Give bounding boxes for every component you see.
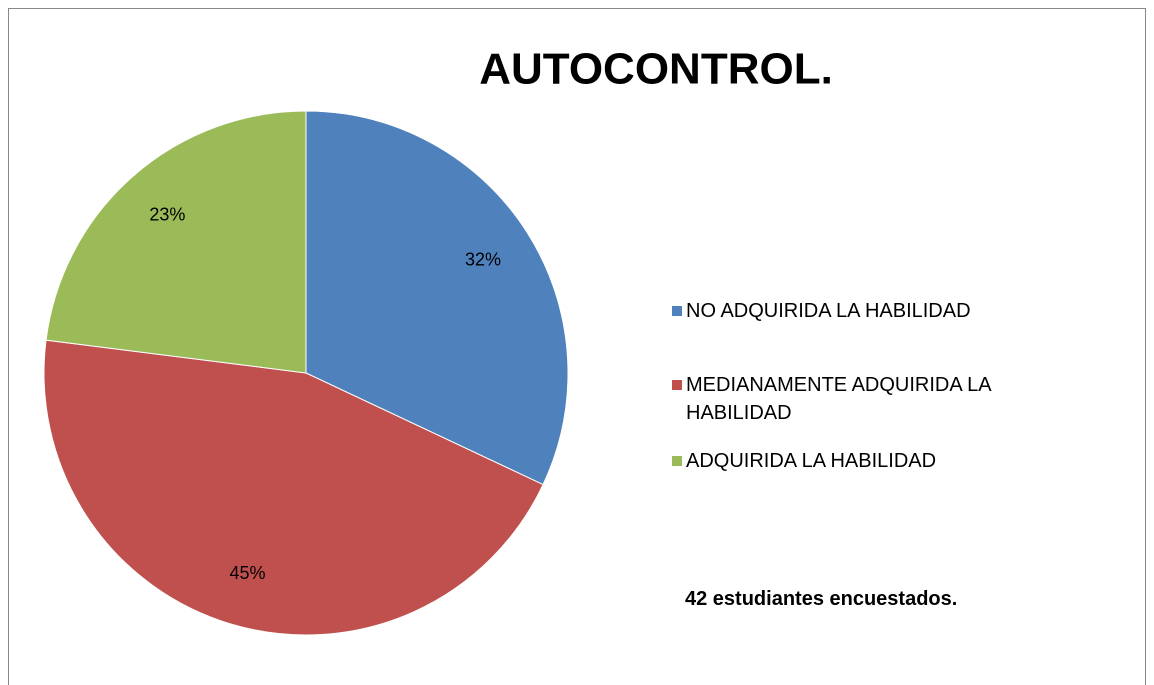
legend-label: NO ADQUIRIDA LA HABILIDAD bbox=[686, 300, 971, 322]
data-label: 32% bbox=[465, 249, 501, 269]
legend-item: MEDIANAMENTE ADQUIRIDA LA HABILIDAD bbox=[672, 371, 1112, 427]
legend-swatch bbox=[672, 306, 682, 316]
data-label: 45% bbox=[230, 563, 266, 583]
legend-item: NO ADQUIRIDA LA HABILIDAD bbox=[672, 297, 1112, 325]
legend-swatch bbox=[672, 380, 682, 390]
chart-title: AUTOCONTROL. bbox=[479, 45, 833, 94]
legend-label: ADQUIRIDA LA HABILIDAD bbox=[686, 450, 937, 472]
pie-slice bbox=[45, 110, 307, 374]
legend-label: MEDIANAMENTE ADQUIRIDA LA HABILIDAD bbox=[686, 374, 991, 424]
annotation: 42 estudiantes encuestados. bbox=[685, 588, 958, 610]
data-label: 23% bbox=[149, 205, 185, 225]
legend-item: ADQUIRIDA LA HABILIDAD bbox=[672, 447, 1112, 475]
pie-slice bbox=[305, 110, 569, 486]
pie-slice bbox=[43, 339, 544, 636]
legend-swatch bbox=[672, 456, 682, 466]
